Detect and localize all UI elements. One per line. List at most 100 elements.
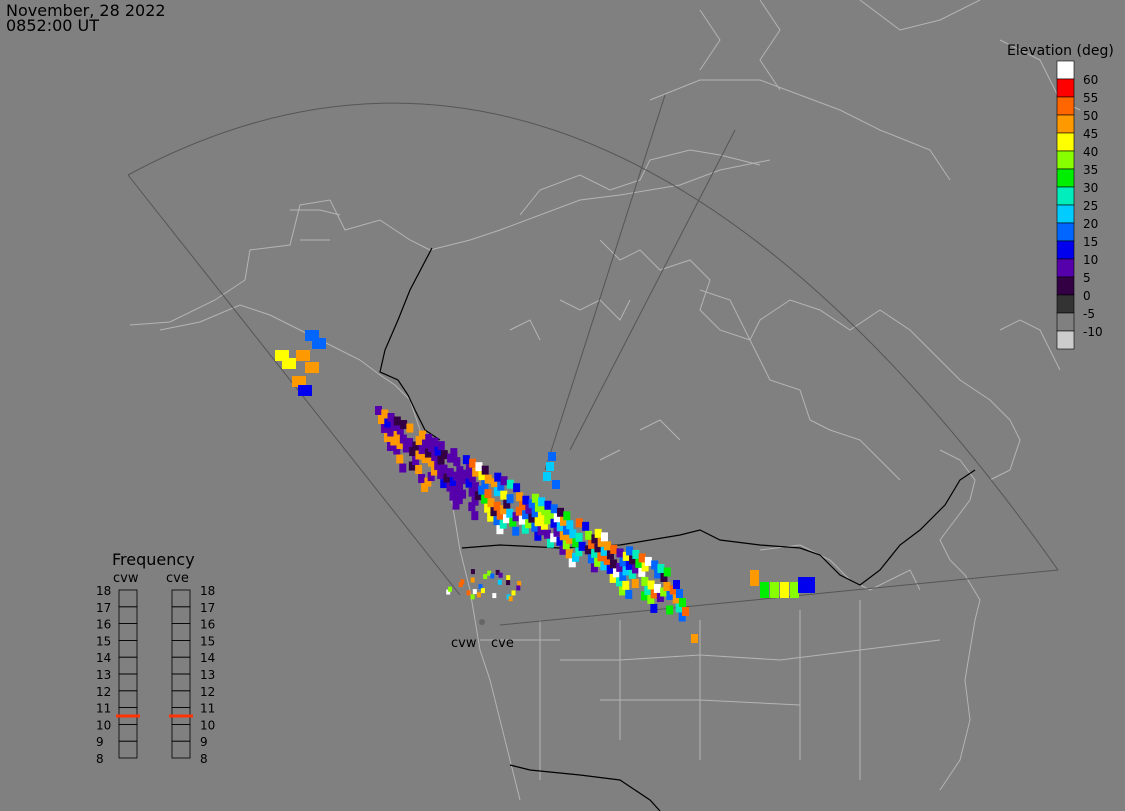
echo-cell bbox=[500, 490, 508, 500]
echo-cell bbox=[418, 430, 426, 440]
frequency-level-label: 18 bbox=[200, 584, 215, 598]
echo-cell bbox=[421, 454, 429, 464]
echo-cell bbox=[647, 580, 655, 590]
echo-cell bbox=[427, 472, 435, 482]
echo-cell bbox=[470, 594, 475, 600]
echo-cell bbox=[609, 573, 617, 583]
echo-cell bbox=[440, 450, 448, 460]
echo-cell bbox=[480, 588, 485, 594]
echo-cell bbox=[396, 440, 404, 450]
echo-cell bbox=[641, 576, 649, 586]
echo-cell bbox=[393, 416, 401, 426]
echo-cell bbox=[553, 527, 561, 537]
elevation-tick-label: 0 bbox=[1083, 289, 1091, 303]
echo-cell bbox=[557, 507, 565, 517]
frequency-level-label: 8 bbox=[200, 752, 208, 766]
echo-cell bbox=[628, 569, 636, 579]
echo-cell bbox=[543, 529, 551, 539]
echo-cell bbox=[478, 584, 483, 590]
elevation-swatch bbox=[1056, 330, 1075, 350]
echo-cell bbox=[575, 532, 583, 542]
elevation-swatch bbox=[1056, 186, 1075, 206]
echo-cell bbox=[550, 533, 558, 543]
echo-cell bbox=[675, 603, 683, 613]
echo-cell bbox=[399, 434, 407, 444]
elevation-swatch bbox=[1056, 258, 1075, 278]
echo-cell bbox=[572, 538, 580, 548]
echo-cell bbox=[537, 526, 545, 536]
echo-cell bbox=[471, 482, 479, 492]
echo-cell bbox=[506, 594, 511, 600]
elevation-legend-title: Elevation (deg) bbox=[1007, 43, 1114, 59]
echo-cell bbox=[563, 511, 571, 521]
echo-cell bbox=[418, 445, 426, 455]
echo-cell bbox=[525, 519, 533, 529]
echo-cell bbox=[515, 506, 523, 516]
echo-cell bbox=[575, 547, 583, 557]
echo-cell bbox=[518, 515, 526, 525]
frequency-level-label: 16 bbox=[200, 618, 215, 632]
echo-cell bbox=[470, 569, 475, 575]
echo-cell bbox=[660, 587, 668, 597]
echo-cell bbox=[651, 560, 659, 570]
echo-cell bbox=[396, 454, 404, 464]
echo-cell bbox=[537, 511, 545, 521]
frequency-level-label: 14 bbox=[96, 651, 111, 665]
echo-cell bbox=[418, 474, 426, 484]
echo-cell bbox=[538, 497, 546, 507]
echo-cell bbox=[563, 525, 571, 535]
radar-sites: cvw cve bbox=[451, 619, 514, 651]
echo-cell bbox=[546, 538, 554, 548]
echo-cell bbox=[497, 579, 502, 585]
echo-cell bbox=[597, 537, 605, 547]
frequency-level-label: 10 bbox=[96, 718, 111, 732]
echo-cell bbox=[653, 583, 661, 593]
echo-cell bbox=[562, 540, 570, 550]
echo-cell bbox=[600, 532, 608, 542]
echo-cell bbox=[459, 475, 467, 485]
echo-cell bbox=[415, 450, 423, 460]
echo-cell bbox=[475, 462, 483, 472]
frequency-level-label: 10 bbox=[200, 718, 215, 732]
echo-cell bbox=[440, 479, 448, 489]
echo-cell bbox=[490, 507, 498, 517]
echo-cell bbox=[673, 580, 680, 589]
echo-cell bbox=[672, 594, 680, 604]
echo-cell bbox=[305, 362, 319, 373]
echo-cell bbox=[456, 480, 464, 490]
echo-cell bbox=[676, 589, 683, 598]
echo-cell bbox=[384, 433, 391, 442]
echo-cell bbox=[443, 473, 451, 483]
echo-cell bbox=[472, 467, 480, 477]
echo-cell bbox=[522, 510, 530, 520]
echo-cell bbox=[375, 406, 382, 415]
frequency-cell bbox=[118, 623, 138, 641]
echo-cell bbox=[506, 508, 514, 518]
echo-cell bbox=[462, 469, 470, 479]
elevation-tick-label: 55 bbox=[1083, 91, 1098, 105]
echo-cell bbox=[618, 586, 626, 596]
echo-cell bbox=[402, 443, 410, 453]
echo-cell bbox=[522, 495, 530, 505]
echo-cell bbox=[459, 489, 467, 499]
echo-cell bbox=[511, 590, 516, 596]
echo-cell bbox=[393, 431, 401, 441]
echo-cell bbox=[587, 554, 595, 564]
frequency-level-label: 17 bbox=[200, 601, 215, 615]
echo-cell bbox=[440, 464, 448, 474]
echo-cell bbox=[500, 476, 508, 486]
echo-cell bbox=[635, 558, 643, 568]
echo-cell bbox=[390, 422, 398, 432]
echo-cell bbox=[502, 514, 510, 524]
echo-cell bbox=[546, 462, 554, 471]
echo-cell bbox=[460, 579, 465, 585]
echo-cell bbox=[431, 437, 439, 447]
echo-cell bbox=[584, 545, 592, 555]
echo-cell bbox=[497, 481, 505, 491]
frequency-level-label: 16 bbox=[96, 618, 111, 632]
echo-cell bbox=[657, 563, 665, 573]
echo-cell bbox=[512, 526, 520, 536]
echo-cell bbox=[471, 511, 479, 521]
echo-cell bbox=[540, 520, 548, 530]
frequency-cell bbox=[171, 640, 191, 658]
